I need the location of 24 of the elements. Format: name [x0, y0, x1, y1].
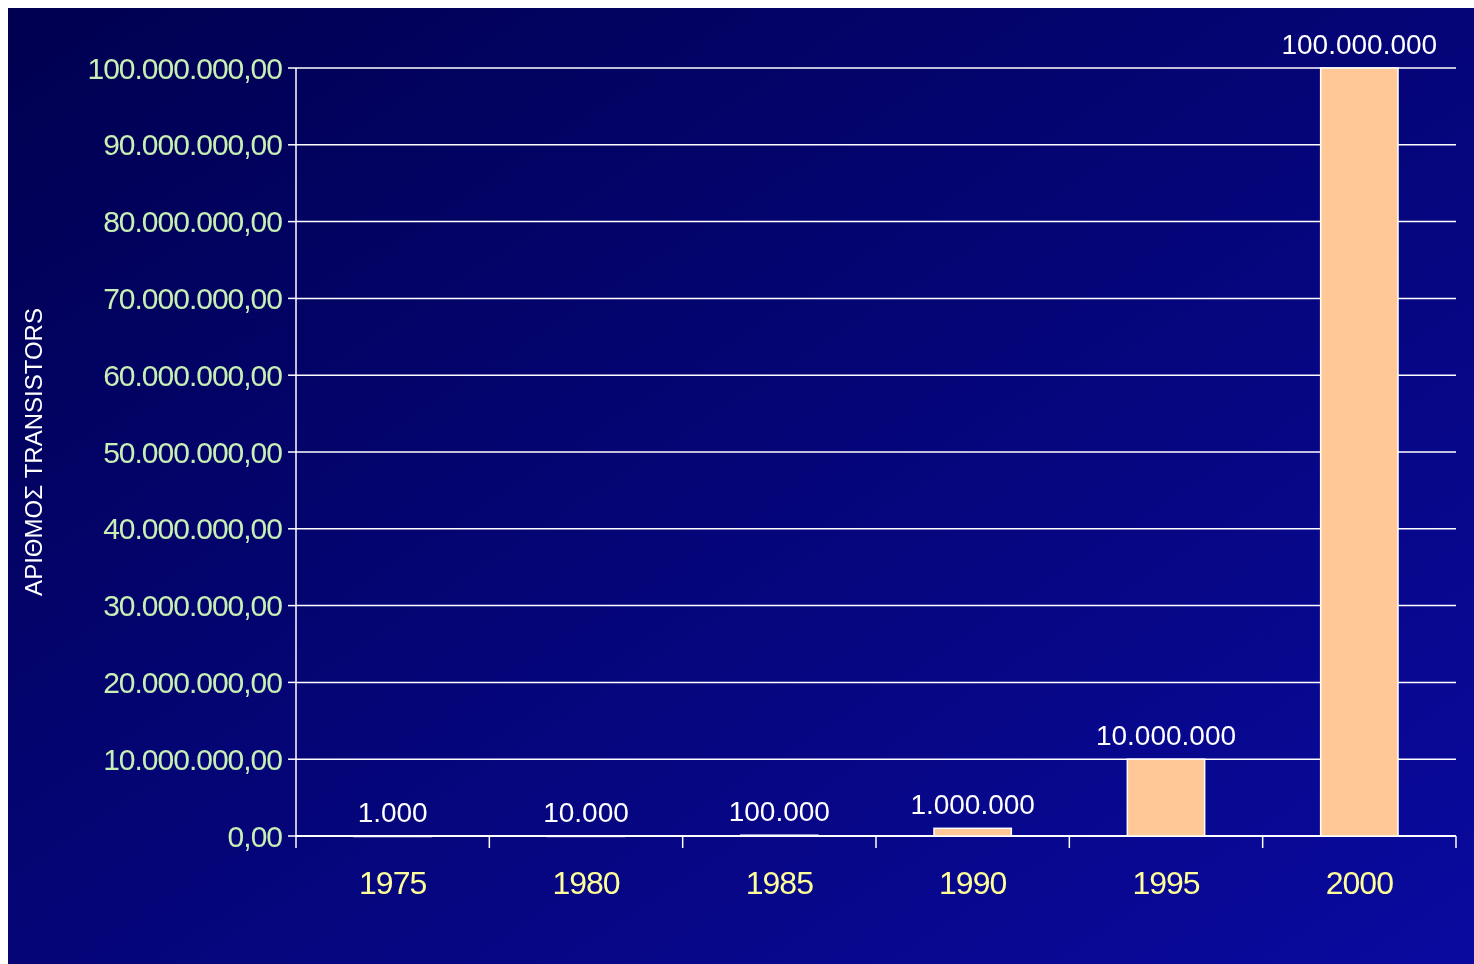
y-axis-title: ΑΡΙΘΜΟΣ TRANSISTORS: [20, 308, 47, 596]
y-tick-label: 50.000.000,00: [103, 435, 283, 469]
y-tick-label: 20.000.000,00: [103, 665, 283, 699]
x-tick-label: 1995: [1132, 865, 1200, 901]
y-tick-label: 0,00: [227, 819, 283, 853]
data-label: 1.000.000: [910, 789, 1035, 821]
data-label: 10.000.000: [1095, 720, 1237, 752]
x-tick-label: 2000: [1325, 865, 1394, 901]
y-tick-label: 100.000.000,00: [87, 51, 283, 85]
x-tick-label: 1975: [359, 865, 427, 901]
data-label: 1.000: [357, 796, 428, 828]
y-tick-label: 70.000.000,00: [103, 281, 283, 315]
y-tick-label: 10.000.000,00: [103, 742, 283, 776]
x-tick-label: 1980: [552, 865, 620, 901]
data-label: 100.000.000: [1281, 29, 1438, 60]
y-tick-label: 80.000.000,00: [103, 205, 283, 239]
x-tick-label: 1990: [939, 865, 1007, 901]
y-tick-label: 90.000.000,00: [103, 128, 283, 162]
x-tick-label: 1985: [745, 865, 814, 901]
y-tick-label: 30.000.000,00: [103, 589, 283, 623]
y-tick-label: 40.000.000,00: [103, 512, 283, 546]
data-label: 10.000: [543, 796, 629, 828]
data-label: 100.000: [728, 796, 830, 828]
y-tick-label: 60.000.000,00: [103, 358, 283, 392]
